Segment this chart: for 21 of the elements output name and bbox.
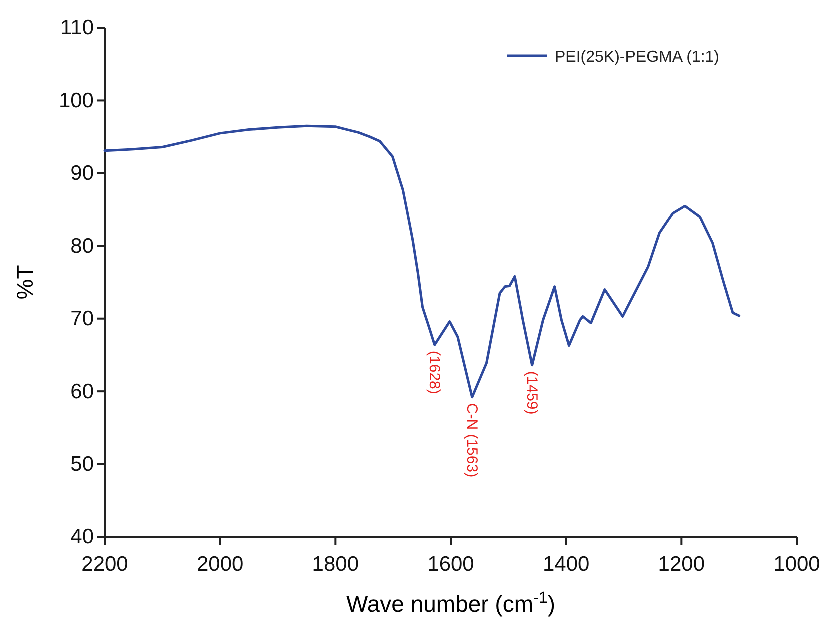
annotation: (1459) [523, 371, 540, 415]
x-tick-label: 1200 [658, 553, 706, 576]
x-tick-label: 2000 [196, 553, 244, 576]
x-tick-label: 1400 [542, 553, 590, 576]
y-tick-label: 70 [70, 308, 94, 331]
x-tick-label: 1600 [428, 553, 474, 576]
y-tick-label: 110 [60, 16, 94, 40]
y-tick-label: 50 [70, 453, 94, 476]
y-axis-title: %T [12, 265, 38, 300]
y-tick-label: 80 [70, 234, 94, 258]
y-tick-label: 90 [70, 162, 94, 186]
y-tick-label: 100 [58, 89, 94, 112]
x-tick-label: 1800 [312, 553, 360, 576]
x-tick-label: 1000 [774, 553, 820, 576]
x-tick-label: 2200 [82, 553, 128, 576]
y-tick-label: 60 [70, 380, 94, 404]
y-tick-label: 40 [70, 526, 94, 549]
legend-label: PEI(25K)-PEGMA (1:1) [555, 49, 720, 66]
annotation: C-N (1563) [463, 403, 480, 478]
x-axis-title: Wave number (cm$^{-1}$) [346, 589, 556, 617]
annotation: (1628) [426, 351, 443, 394]
